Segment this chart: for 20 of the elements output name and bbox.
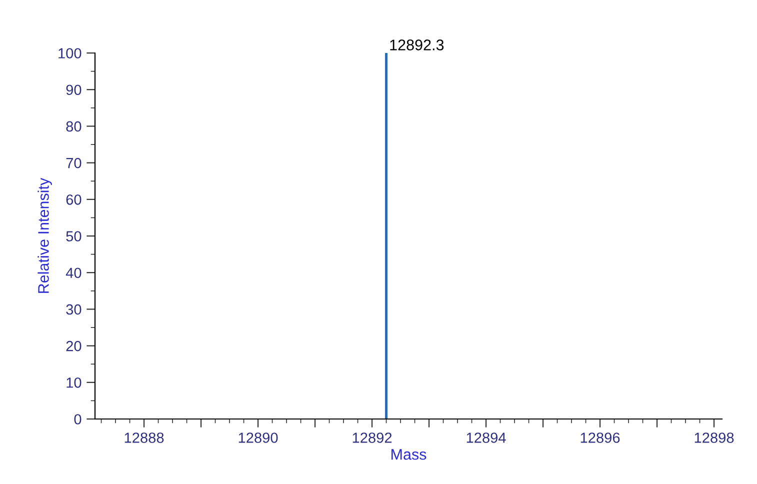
y-tick-label: 100 [58, 48, 82, 58]
y-tick-label: 20 [66, 340, 82, 352]
x-tick-label: 12892 [352, 432, 392, 443]
y-tick-label: 60 [66, 194, 82, 205]
y-tick-label: 50 [66, 231, 82, 242]
x-tick-label: 12888 [124, 432, 164, 443]
x-tick-label: 12898 [694, 432, 734, 443]
x-axis-title: Mass [392, 449, 426, 460]
annotation: 12892.3 [390, 40, 444, 50]
y-tick-label: 10 [66, 378, 82, 388]
y-tick-label: 0 [74, 414, 82, 424]
y-tick-label: 40 [66, 268, 82, 278]
x-tick-label: 12890 [238, 432, 278, 443]
x-tick-label: 12894 [466, 432, 506, 443]
x-tick-label: 12896 [580, 432, 620, 443]
y-tick-label: 90 [66, 84, 82, 96]
y-tick-label: 70 [66, 158, 82, 168]
y-axis-title: Relative Intensity [38, 178, 52, 293]
y-tick-label: 80 [66, 121, 82, 132]
y-tick-label: 30 [66, 304, 82, 315]
